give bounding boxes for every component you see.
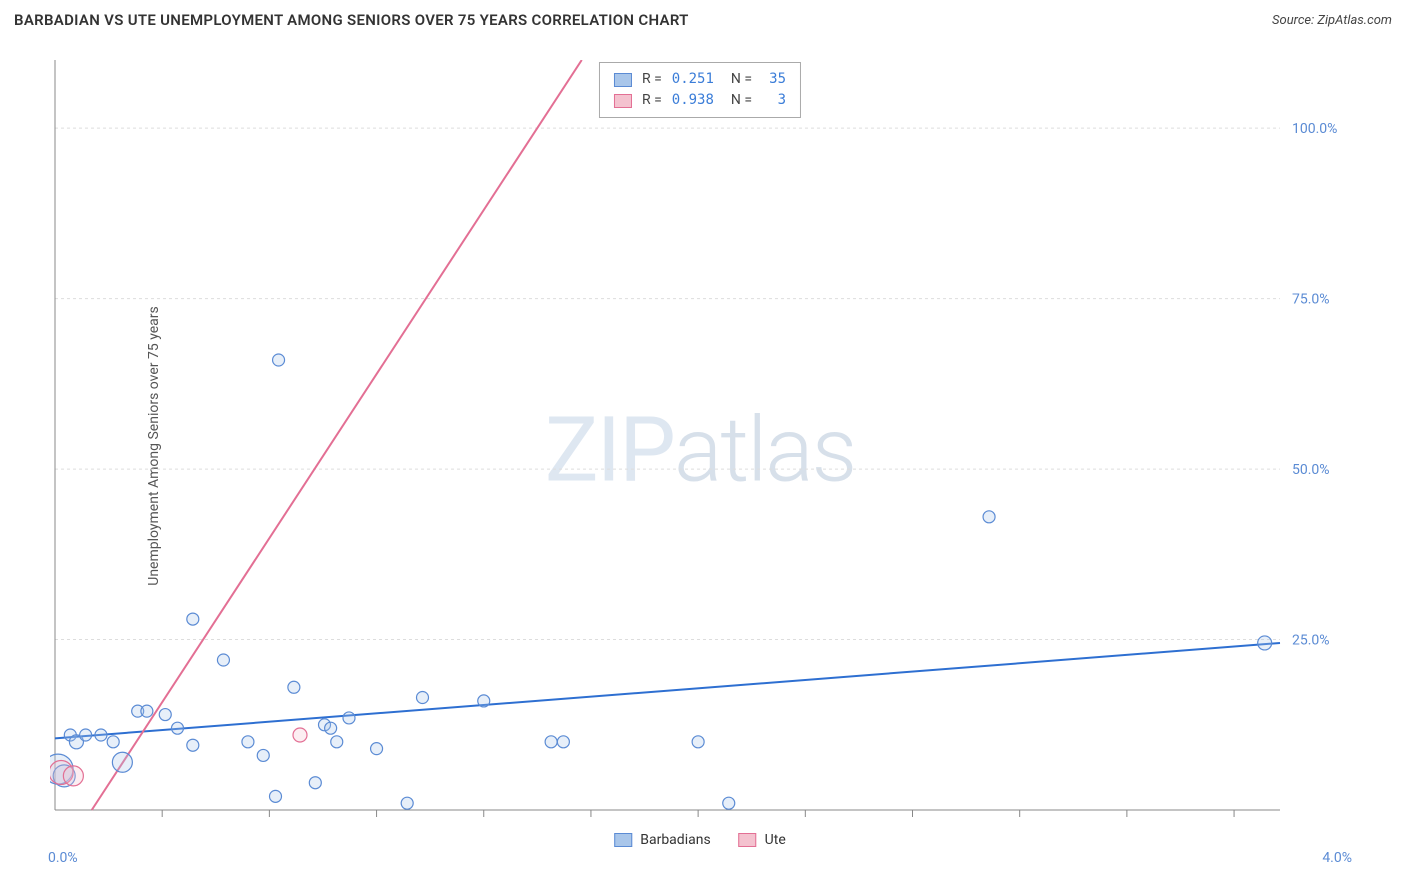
- data-point-barbadians: [112, 752, 132, 772]
- stat-n-label: N =: [724, 69, 752, 90]
- stat-r-value: 0.251: [672, 69, 714, 90]
- data-point-barbadians: [1258, 636, 1272, 650]
- data-point-barbadians: [723, 797, 735, 809]
- data-point-barbadians: [371, 743, 383, 755]
- data-point-ute: [293, 728, 307, 742]
- correlation-legend: R = 0.251 N = 35 R = 0.938 N = 3: [599, 62, 801, 118]
- trend-line-barbadians: [55, 643, 1280, 738]
- stat-r-label: R =: [642, 90, 662, 111]
- data-point-barbadians: [187, 739, 199, 751]
- legend-stat-row: R = 0.251 N = 35: [614, 69, 786, 90]
- data-point-barbadians: [343, 712, 355, 724]
- data-point-barbadians: [273, 354, 285, 366]
- data-point-barbadians: [172, 722, 184, 734]
- legend-swatch: [739, 833, 757, 847]
- y-tick-label: 50.0%: [1292, 462, 1330, 478]
- data-point-barbadians: [95, 729, 107, 741]
- y-tick-label: 100.0%: [1292, 121, 1337, 137]
- data-point-barbadians: [401, 797, 413, 809]
- data-point-barbadians: [270, 790, 282, 802]
- legend-swatch: [614, 73, 632, 87]
- stat-n-value: 35: [762, 69, 786, 90]
- x-axis-min-label: 0.0%: [48, 850, 78, 866]
- data-point-barbadians: [309, 777, 321, 789]
- legend-item-label: Ute: [765, 832, 786, 848]
- data-point-barbadians: [692, 736, 704, 748]
- x-axis-max-label: 4.0%: [1322, 850, 1352, 866]
- data-point-barbadians: [107, 736, 119, 748]
- data-point-barbadians: [187, 613, 199, 625]
- data-point-barbadians: [80, 729, 92, 741]
- series-legend: Barbadians Ute: [604, 830, 796, 850]
- data-point-barbadians: [545, 736, 557, 748]
- legend-stat-row: R = 0.938 N = 3: [614, 90, 786, 111]
- data-point-barbadians: [417, 692, 429, 704]
- y-tick-label: 75.0%: [1292, 292, 1330, 308]
- source-attribution: Source: ZipAtlas.com: [1272, 13, 1392, 28]
- plot-area: ZIPatlas 25.0%50.0%75.0%100.0% R =0.251 …: [50, 60, 1350, 840]
- data-point-barbadians: [325, 722, 337, 734]
- data-point-barbadians: [217, 654, 229, 666]
- trend-line-ute: [92, 60, 582, 810]
- data-point-barbadians: [141, 705, 153, 717]
- header: BARBADIAN VS UTE UNEMPLOYMENT AMONG SENI…: [0, 0, 1406, 40]
- data-point-barbadians: [478, 695, 490, 707]
- data-point-barbadians: [288, 681, 300, 693]
- data-point-ute: [63, 766, 83, 786]
- legend-item: Ute: [739, 832, 786, 848]
- data-point-barbadians: [983, 511, 995, 523]
- legend-swatch: [614, 833, 632, 847]
- stat-n-value: 3: [762, 90, 786, 111]
- chart-title: BARBADIAN VS UTE UNEMPLOYMENT AMONG SENI…: [14, 11, 689, 29]
- stat-r-label: R =: [642, 69, 662, 90]
- legend-item: Barbadians: [614, 832, 710, 848]
- stat-r-value: 0.938: [672, 90, 714, 111]
- legend-swatch: [614, 94, 632, 108]
- data-point-barbadians: [257, 749, 269, 761]
- legend-item-label: Barbadians: [640, 832, 710, 848]
- chart-svg: 25.0% 50.0% 75.0% 100.0%: [50, 60, 1350, 840]
- data-point-barbadians: [242, 736, 254, 748]
- data-point-barbadians: [159, 709, 171, 721]
- stat-n-label: N =: [724, 90, 752, 111]
- data-point-barbadians: [557, 736, 569, 748]
- y-tick-label: 25.0%: [1292, 633, 1330, 649]
- data-point-barbadians: [331, 736, 343, 748]
